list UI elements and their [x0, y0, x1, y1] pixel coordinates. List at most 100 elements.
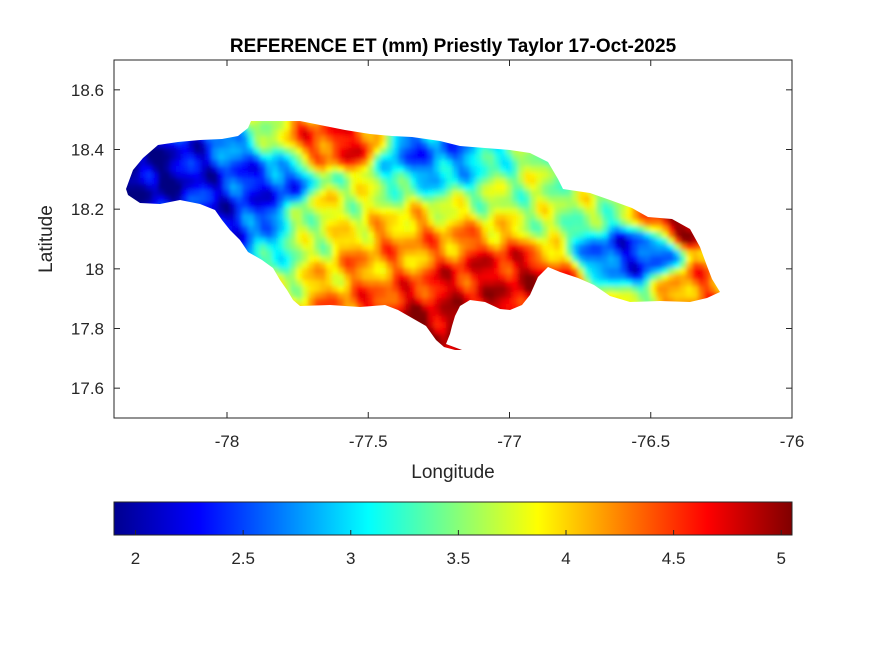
heatmap-cell [470, 244, 477, 251]
heatmap-cell [350, 280, 357, 287]
heatmap-cell [362, 250, 369, 257]
heatmap-cell [332, 226, 339, 233]
heatmap-cell [266, 136, 273, 143]
heatmap-cell [164, 178, 171, 185]
heatmap-cell [302, 208, 309, 215]
heatmap-cell [506, 244, 513, 251]
heatmap-cell [308, 178, 315, 185]
heatmap-cell [530, 184, 537, 191]
heatmap-cell [272, 208, 279, 215]
heatmap-cell [290, 268, 297, 275]
heatmap-cell [428, 226, 435, 233]
heatmap-cell [242, 214, 249, 221]
heatmap-cell [674, 250, 681, 257]
heatmap-cell [446, 208, 453, 215]
heatmap-cell [680, 268, 687, 275]
heatmap-cell [356, 238, 363, 245]
heatmap-cell [398, 148, 405, 155]
heatmap-cell [578, 250, 585, 257]
heatmap-cell [302, 274, 309, 281]
heatmap-cell [254, 220, 261, 227]
heatmap-cell [542, 232, 549, 239]
heatmap-cell [248, 220, 255, 227]
heatmap-cell [356, 250, 363, 257]
heatmap-cell [650, 232, 657, 239]
heatmap-cell [350, 220, 357, 227]
heatmap-cell [524, 196, 531, 203]
heatmap-cell [566, 244, 573, 251]
heatmap-cell [620, 232, 627, 239]
heatmap-cell [506, 166, 513, 173]
heatmap-cell [530, 244, 537, 251]
heatmap-cell [206, 160, 213, 167]
heatmap-cell [254, 160, 261, 167]
heatmap-cell [416, 256, 423, 263]
heatmap-cell [386, 202, 393, 209]
heatmap-cell [338, 202, 345, 209]
heatmap-cell [260, 214, 267, 221]
heatmap-cell [332, 232, 339, 239]
heatmap-cell [242, 190, 249, 197]
heatmap-cell [422, 178, 429, 185]
heatmap-cell [512, 274, 519, 281]
heatmap-cell [362, 292, 369, 299]
heatmap-cell [314, 148, 321, 155]
heatmap-cell [428, 274, 435, 281]
heatmap-cell [290, 256, 297, 263]
heatmap-cell [482, 190, 489, 197]
heatmap-cell [470, 190, 477, 197]
heatmap-cell [152, 154, 159, 161]
heatmap-cell [224, 184, 231, 191]
heatmap-cell [698, 280, 705, 287]
heatmap-cell [590, 280, 597, 287]
heatmap-cell [260, 226, 267, 233]
heatmap-cell [434, 208, 441, 215]
heatmap-cell [194, 190, 201, 197]
heatmap-cell [662, 244, 669, 251]
heatmap-cell [338, 148, 345, 155]
heatmap-cell [356, 280, 363, 287]
heatmap-cell [374, 268, 381, 275]
heatmap-cell [626, 226, 633, 233]
heatmap-cell [638, 286, 645, 293]
heatmap-cell [680, 262, 687, 269]
heatmap-cell [524, 292, 531, 299]
heatmap-cell [272, 250, 279, 257]
heatmap-cell [626, 292, 633, 299]
heatmap-cell [512, 304, 519, 311]
heatmap-cell [482, 148, 489, 155]
heatmap-cell [518, 208, 525, 215]
heatmap-cell [554, 262, 561, 269]
heatmap-cell [488, 262, 495, 269]
heatmap-cell [434, 286, 441, 293]
heatmap-cell [500, 238, 507, 245]
heatmap-cell [440, 190, 447, 197]
heatmap-cell [326, 262, 333, 269]
heatmap-cell [410, 190, 417, 197]
heatmap-cell [356, 202, 363, 209]
heatmap-cell [146, 184, 153, 191]
heatmap-cell [212, 166, 219, 173]
heatmap-cell [416, 238, 423, 245]
heatmap-cell [560, 256, 567, 263]
heatmap-cell [626, 268, 633, 275]
heatmap-cell [452, 208, 459, 215]
heatmap-cell [176, 184, 183, 191]
heatmap-cell [260, 178, 267, 185]
heatmap-cell [362, 178, 369, 185]
heatmap-cell [350, 130, 357, 137]
heatmap-cell [404, 256, 411, 263]
heatmap-cell [446, 214, 453, 221]
heatmap-cell [308, 184, 315, 191]
heatmap-cell [524, 256, 531, 263]
heatmap-cell [320, 130, 327, 137]
heatmap-cell [500, 232, 507, 239]
heatmap-cell [614, 214, 621, 221]
heatmap-cell [650, 250, 657, 257]
heatmap-cell [314, 238, 321, 245]
heatmap-cell [440, 304, 447, 311]
heatmap-cell [350, 136, 357, 143]
heatmap-cell [404, 190, 411, 197]
heatmap-cell [662, 226, 669, 233]
heatmap-cell [548, 184, 555, 191]
